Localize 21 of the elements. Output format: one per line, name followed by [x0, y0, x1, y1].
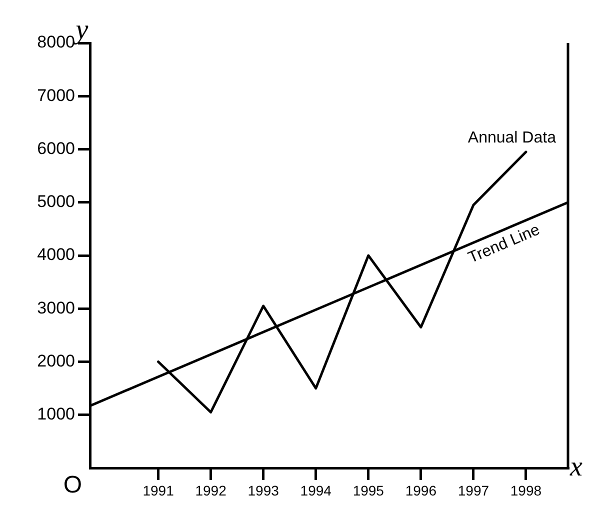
y-tick-label: 6000 [37, 138, 75, 158]
y-tick-label: 1000 [37, 404, 75, 424]
x-tick-label: 1997 [458, 482, 490, 498]
series-label: Annual Data [468, 129, 556, 146]
text: O [63, 472, 82, 499]
y-tick-label: 5000 [37, 192, 75, 212]
y-axis-title: y [76, 14, 88, 46]
y-tick-label: 2000 [37, 351, 75, 370]
x-tick-label: 1995 [352, 482, 384, 498]
x-tick-label: 1992 [195, 482, 227, 498]
x-tick-label: 1991 [142, 482, 174, 498]
y-tick-label: 7000 [37, 86, 75, 105]
x-axis-title: x [569, 451, 583, 482]
x-tick-label: 1998 [510, 482, 542, 498]
x-tick-label: 1993 [248, 482, 280, 498]
x-tick-label: 1994 [300, 482, 332, 498]
y-tick-label: 4000 [37, 245, 75, 264]
x-tick-label: 1996 [405, 482, 437, 498]
y-tick-label: 8000 [37, 32, 75, 52]
text: Trend Line [466, 221, 543, 267]
y-tick-label: 3000 [37, 298, 75, 318]
